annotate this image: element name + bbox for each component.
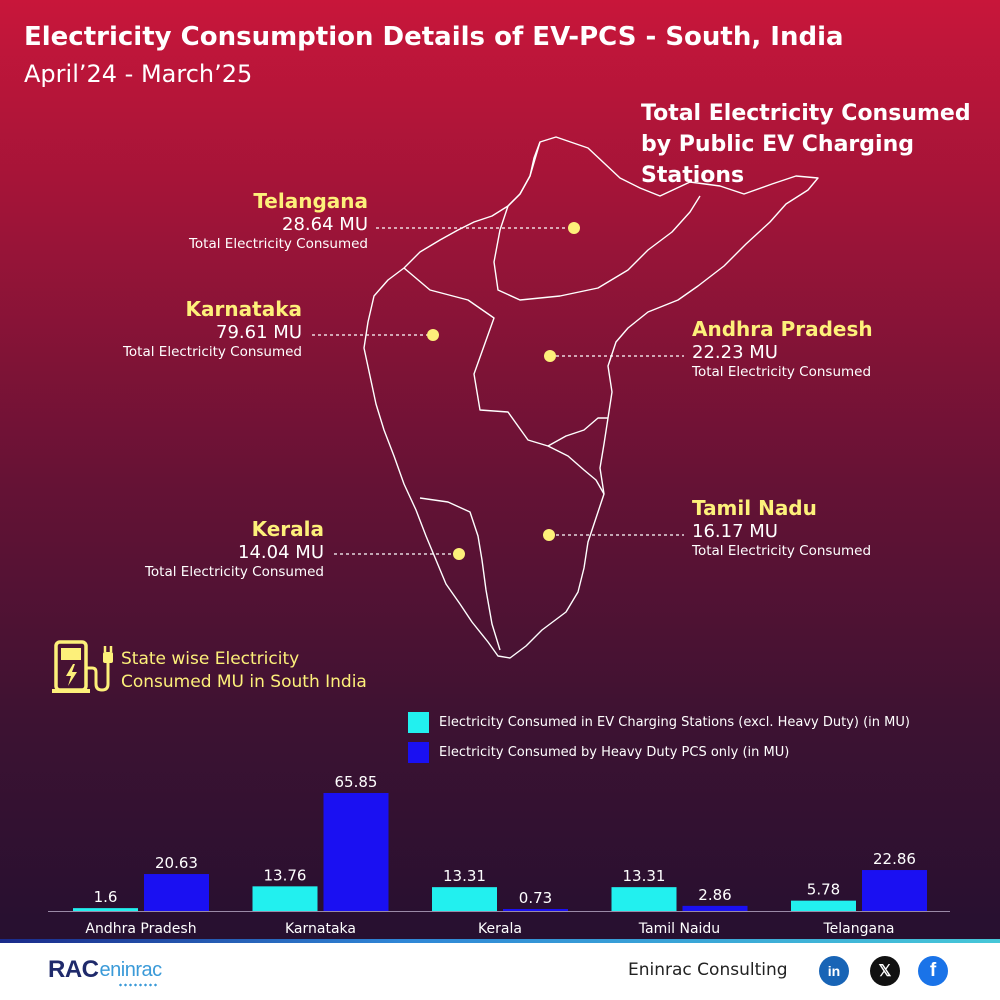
bar-value-label: 22.86 [873,850,916,868]
chart-caption: State wise Electricity Consumed MU in So… [121,648,421,694]
facebook-icon[interactable]: f [918,956,948,986]
bar-value-label: 13.76 [264,866,307,884]
state-label-kerala: Kerala 14.04 MU Total Electricity Consum… [84,517,324,581]
marker-karnataka [427,329,439,341]
state-caption: Total Electricity Consumed [692,363,872,380]
linkedin-icon[interactable]: in [819,956,849,986]
legend-item-ev-charging: Electricity Consumed in EV Charging Stat… [408,711,910,733]
brand-main: RAC [48,956,99,983]
bar-heavy-duty-telangana [862,870,927,911]
state-label-karnataka: Karnataka 79.61 MU Total Electricity Con… [62,297,302,361]
chart-caption-line2: Consumed MU in South India [121,672,367,692]
bar-heavy-duty-andhra-pradesh [144,874,209,911]
bar-ev-charging-karnataka [252,886,318,911]
legend-label: Electricity Consumed in EV Charging Stat… [439,714,910,730]
state-name: Karnataka [185,297,302,321]
state-caption: Total Electricity Consumed [122,343,302,360]
state-value: 14.04 MU [238,541,324,563]
bar-value-label: 20.63 [155,854,198,872]
x-tick-label: Andhra Pradesh [85,921,196,937]
legend-label: Electricity Consumed by Heavy Duty PCS o… [439,744,790,760]
bar-ev-charging-telangana [791,900,856,911]
page-title: Electricity Consumption Details of EV-PC… [24,22,844,52]
ev-charging-station-icon [52,640,113,693]
border-ap-tn [547,445,605,495]
legend-swatch-cyan [408,711,429,733]
state-name: Tamil Nadu [692,496,817,520]
bar-value-label: 13.31 [623,867,666,885]
page-subtitle: April’24 - March’25 [24,60,253,88]
bar-ev-charging-kerala [432,887,497,911]
bar-ev-charging-andhra-pradesh [73,908,138,911]
brand-tail: eninrac [99,958,163,981]
state-label-tamil-nadu: Tamil Nadu 16.17 MU Total Electricity Co… [692,496,932,560]
state-value: 28.64 MU [282,213,368,235]
bar-heavy-duty-karnataka [323,793,389,911]
state-value: 22.23 MU [692,341,778,363]
marker-andhra-pradesh [544,350,556,362]
marker-tamil-nadu [543,529,555,541]
state-caption: Total Electricity Consumed [144,563,324,580]
x-icon[interactable]: 𝕏 [870,956,900,986]
border-tn-kerala [419,497,501,651]
state-label-andhra-pradesh: Andhra Pradesh 22.23 MU Total Electricit… [692,317,932,381]
map-outline [363,136,819,659]
x-tick-label: Telangana [822,921,894,937]
bar-heavy-duty-kerala [503,909,568,911]
x-tick-label: Kerala [478,921,522,937]
border-telangana [493,141,701,301]
chart-legend: Electricity Consumed in EV Charging Stat… [408,711,910,771]
state-caption: Total Electricity Consumed [188,235,368,252]
bar-value-label: 2.86 [698,886,731,904]
chart-caption-line1: State wise Electricity [121,649,300,669]
state-label-telangana: Telangana 28.64 MU Total Electricity Con… [128,189,368,253]
map-heading: Total Electricity Consumed by Public EV … [641,101,971,188]
bar-value-label: 13.31 [443,867,486,885]
bar-value-label: 1.6 [94,888,118,906]
brand-dots [118,983,158,987]
x-tick-label: Karnataka [285,921,356,937]
state-value: 79.61 MU [216,321,302,343]
bar-value-label: 5.78 [807,881,840,899]
x-tick-label: Tamil Naidu [638,921,720,937]
marker-kerala [453,548,465,560]
state-name: Andhra Pradesh [692,317,873,341]
state-name: Telangana [253,189,368,213]
legend-swatch-blue [408,741,429,763]
marker-telangana [568,222,580,234]
legend-item-heavy-duty: Electricity Consumed by Heavy Duty PCS o… [408,741,910,763]
state-name: Kerala [251,517,324,541]
bar-value-label: 65.85 [335,773,378,791]
bar-heavy-duty-tamil-naidu [682,905,748,911]
border-karnataka [403,267,608,447]
state-value: 16.17 MU [692,520,778,542]
bar-ev-charging-tamil-naidu [611,887,677,911]
eninrac-logo: RAC eninrac [48,956,162,984]
state-caption: Total Electricity Consumed [692,542,872,559]
bar-value-label: 0.73 [519,889,552,907]
company-name: Eninrac Consulting [628,960,788,980]
footer-divider [0,939,1000,943]
